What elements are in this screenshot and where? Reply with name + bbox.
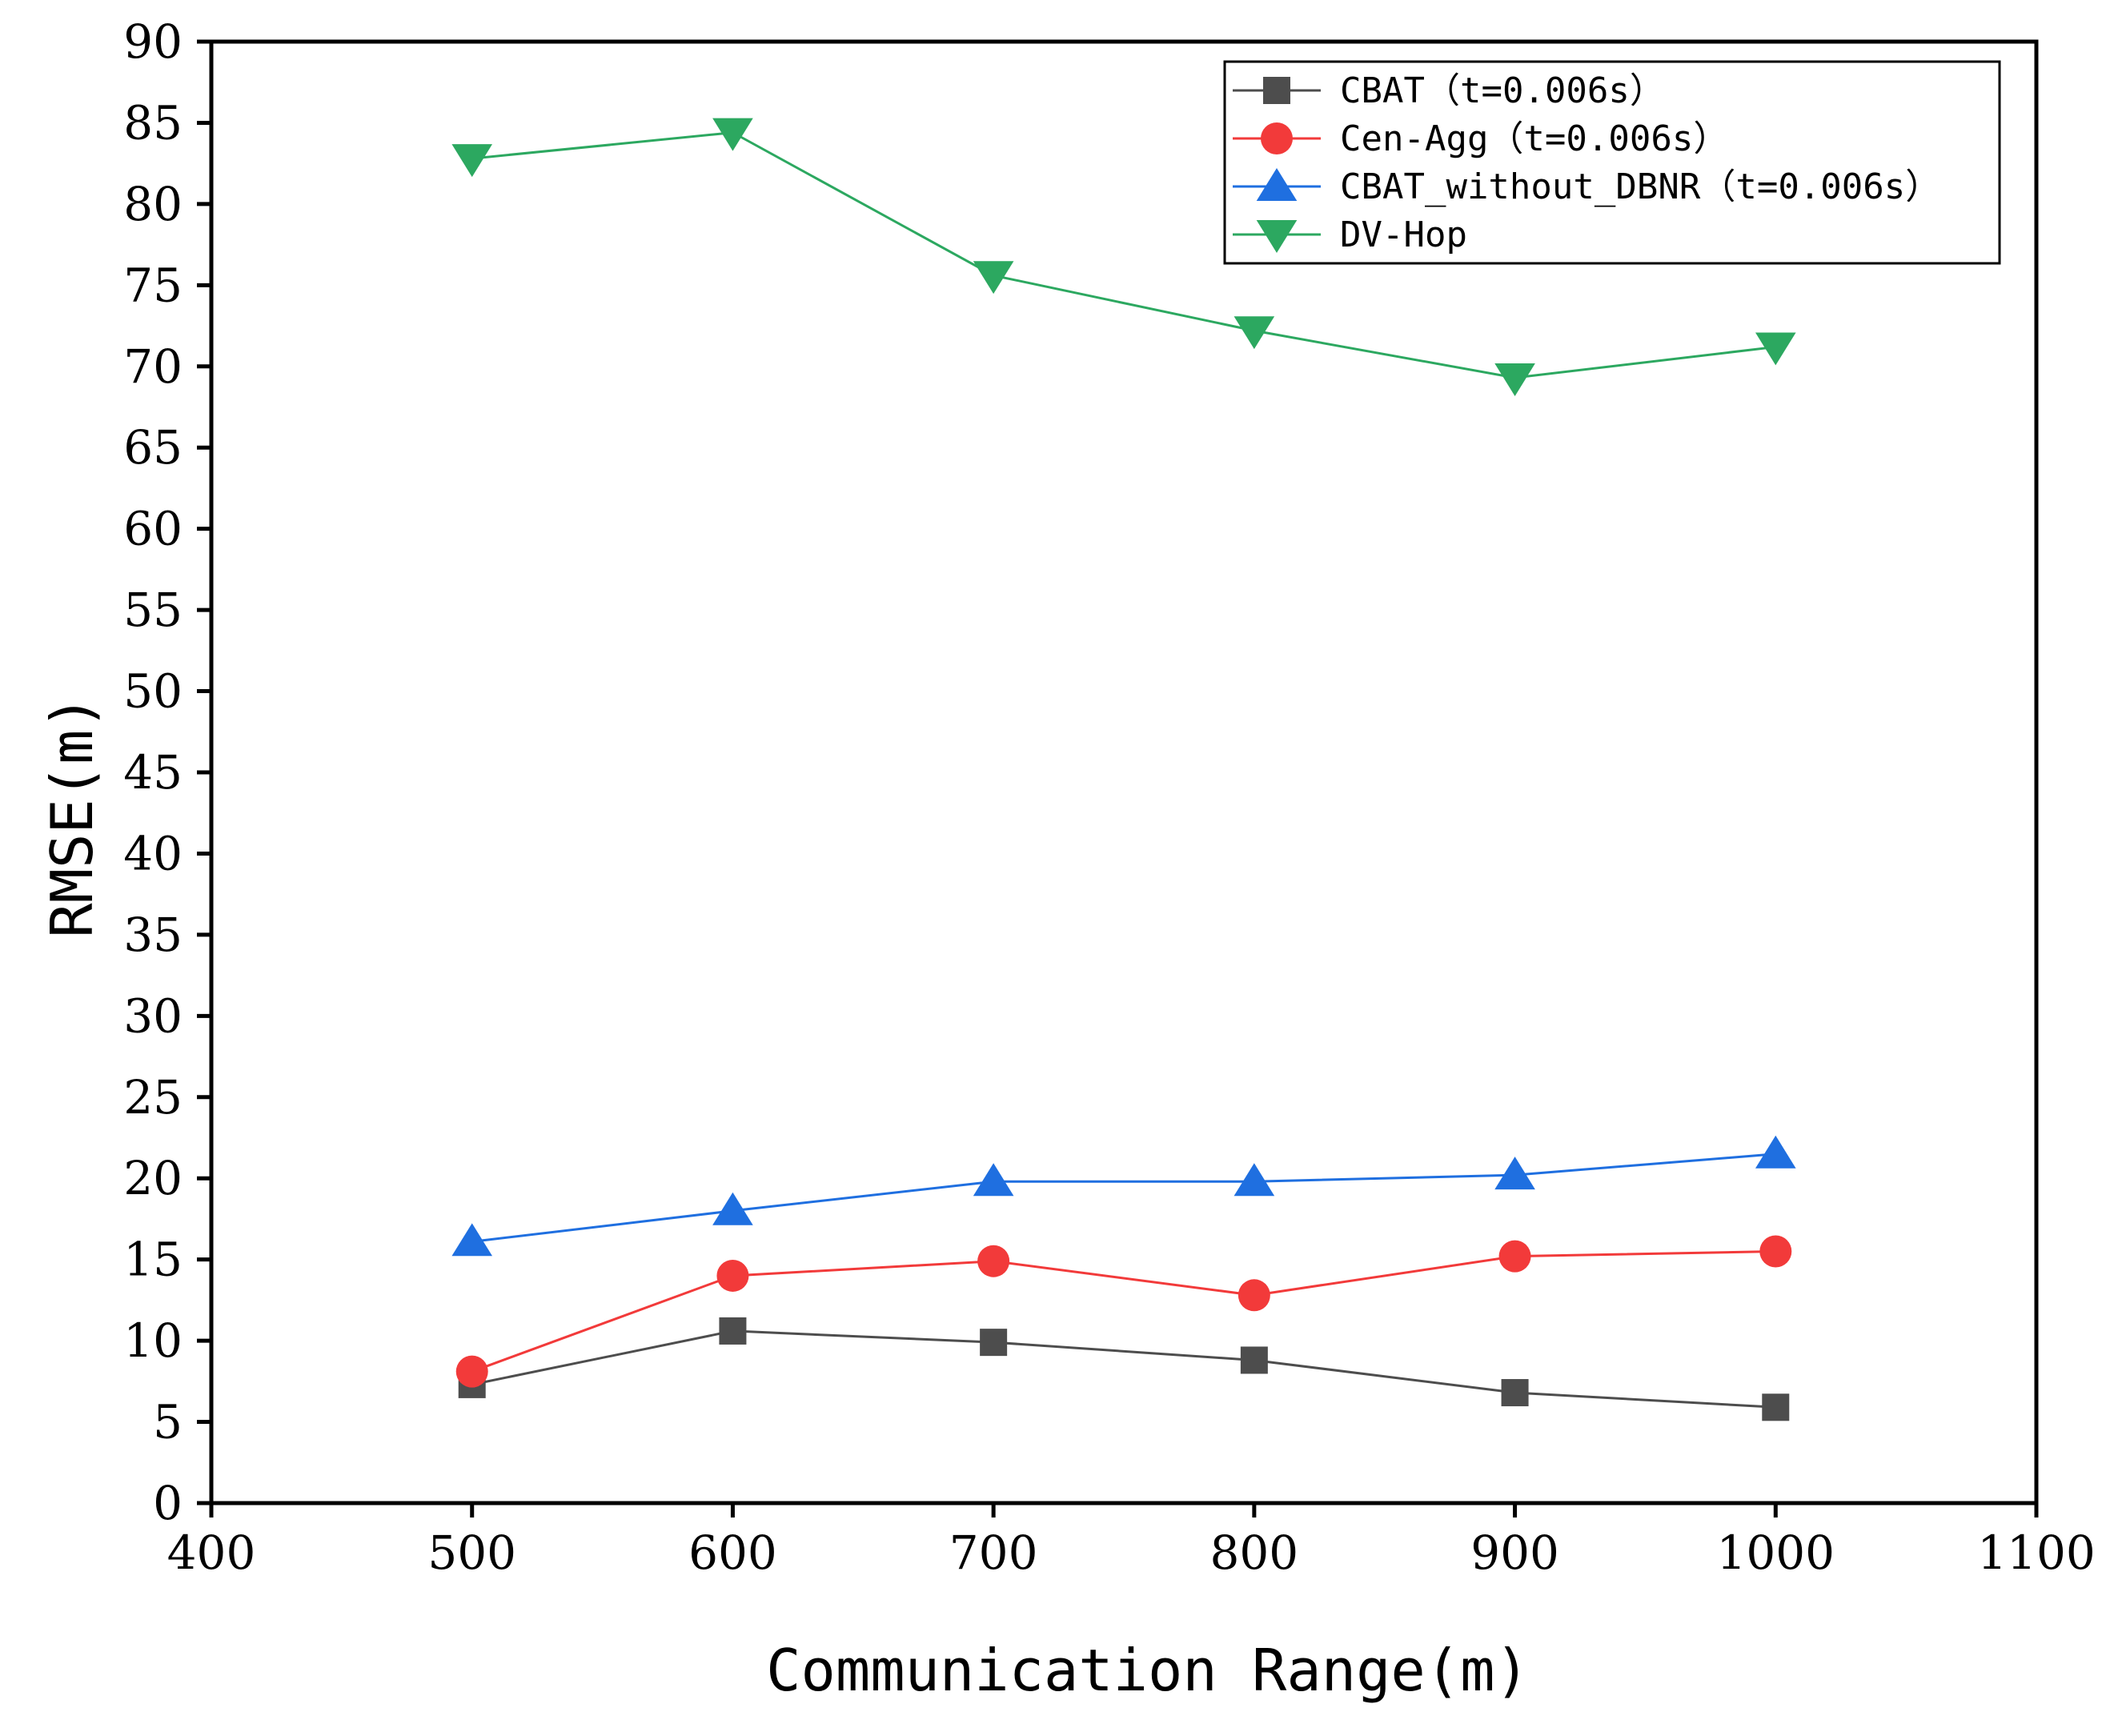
point-s1-5 xyxy=(1759,1235,1792,1268)
legend: CBAT（t=0.006s） Cen-Agg（t=0.006s） CBAT_with… xyxy=(1223,60,2001,265)
series-layer xyxy=(451,118,1796,1421)
series-2 xyxy=(451,1135,1796,1257)
point-s0-5 xyxy=(1762,1393,1790,1421)
x-tick-label-0: 400 xyxy=(167,1526,256,1580)
y-tick-label-12: 60 xyxy=(123,502,183,556)
y-tick-label-18: 90 xyxy=(123,14,183,69)
x-tick-label-2: 600 xyxy=(688,1526,777,1580)
y-tick-label-16: 80 xyxy=(123,177,183,231)
x-tick-label-6: 1000 xyxy=(1716,1526,1835,1580)
point-s3-2 xyxy=(973,261,1014,295)
series-3 xyxy=(451,118,1796,396)
legend-marker-2 xyxy=(1256,168,1298,201)
point-s0-1 xyxy=(719,1317,747,1345)
y-tick-label-17: 85 xyxy=(123,95,183,150)
point-s3-0 xyxy=(451,144,493,178)
y-tick-label-8: 40 xyxy=(123,826,183,880)
y-tick-label-14: 70 xyxy=(123,339,183,394)
point-s1-0 xyxy=(455,1355,488,1388)
y-tick-label-5: 25 xyxy=(123,1070,183,1125)
point-s3-3 xyxy=(1234,316,1275,350)
legend-label-1: Cen-Agg（t=0.006s） xyxy=(1340,118,1728,159)
series-line-1 xyxy=(471,1250,1776,1373)
point-s2-5 xyxy=(1755,1135,1796,1169)
legend-marker-0 xyxy=(1263,77,1290,104)
x-tick-label-7: 1100 xyxy=(1977,1526,2096,1580)
legend-label-3: DV-Hop xyxy=(1340,214,1467,255)
x-tick-label-1: 500 xyxy=(427,1526,516,1580)
point-s1-4 xyxy=(1498,1240,1531,1273)
x-tick-label-5: 900 xyxy=(1470,1526,1559,1580)
series-1 xyxy=(455,1235,1792,1388)
x-tick-label-3: 700 xyxy=(949,1526,1038,1580)
x-tick-label-4: 800 xyxy=(1209,1526,1298,1580)
point-s3-5 xyxy=(1755,332,1796,366)
point-s0-2 xyxy=(980,1329,1008,1357)
y-tick-label-3: 15 xyxy=(123,1233,183,1287)
series-line-3 xyxy=(471,131,1776,379)
point-s3-4 xyxy=(1494,363,1535,396)
y-tick-label-6: 30 xyxy=(123,988,183,1043)
legend-marker-3 xyxy=(1256,220,1298,253)
legend-box xyxy=(1223,60,2001,265)
y-axis-title: RMSE(m) xyxy=(38,695,106,937)
y-tick-label-7: 35 xyxy=(123,908,183,962)
point-s1-2 xyxy=(977,1245,1010,1277)
series-line-2 xyxy=(471,1153,1776,1243)
y-tick-label-9: 45 xyxy=(123,745,183,800)
legend-label-2: CBAT_without_DBNR（t=0.006s） xyxy=(1340,166,1940,207)
point-s2-2 xyxy=(973,1163,1014,1197)
y-tick-label-13: 65 xyxy=(123,420,183,475)
point-s1-3 xyxy=(1238,1279,1270,1312)
y-tick-label-0: 0 xyxy=(153,1476,183,1530)
point-s0-3 xyxy=(1240,1346,1268,1374)
series-line-0 xyxy=(471,1329,1776,1409)
legend-label-0: CBAT（t=0.006s） xyxy=(1340,70,1665,111)
point-s2-4 xyxy=(1494,1157,1535,1190)
y-tick-label-2: 10 xyxy=(123,1313,183,1368)
x-axis-title: Communication Range(m) xyxy=(766,1637,1530,1704)
point-s3-1 xyxy=(712,118,753,151)
y-tick-label-4: 20 xyxy=(123,1151,183,1205)
point-s2-0 xyxy=(451,1223,493,1257)
point-s1-1 xyxy=(716,1259,749,1292)
y-tick-label-10: 50 xyxy=(123,664,183,719)
axes-layer: 400 500 600 700 800 900 1000 1100 0 5 10 15 20 25 30 35… xyxy=(38,14,2096,1704)
y-tick-label-11: 55 xyxy=(123,583,183,637)
y-tick-label-1: 5 xyxy=(153,1395,183,1449)
point-s2-1 xyxy=(712,1192,753,1225)
y-tick-label-15: 75 xyxy=(123,258,183,312)
point-s2-3 xyxy=(1234,1163,1275,1197)
point-s0-4 xyxy=(1501,1379,1529,1407)
legend-marker-1 xyxy=(1261,122,1293,154)
